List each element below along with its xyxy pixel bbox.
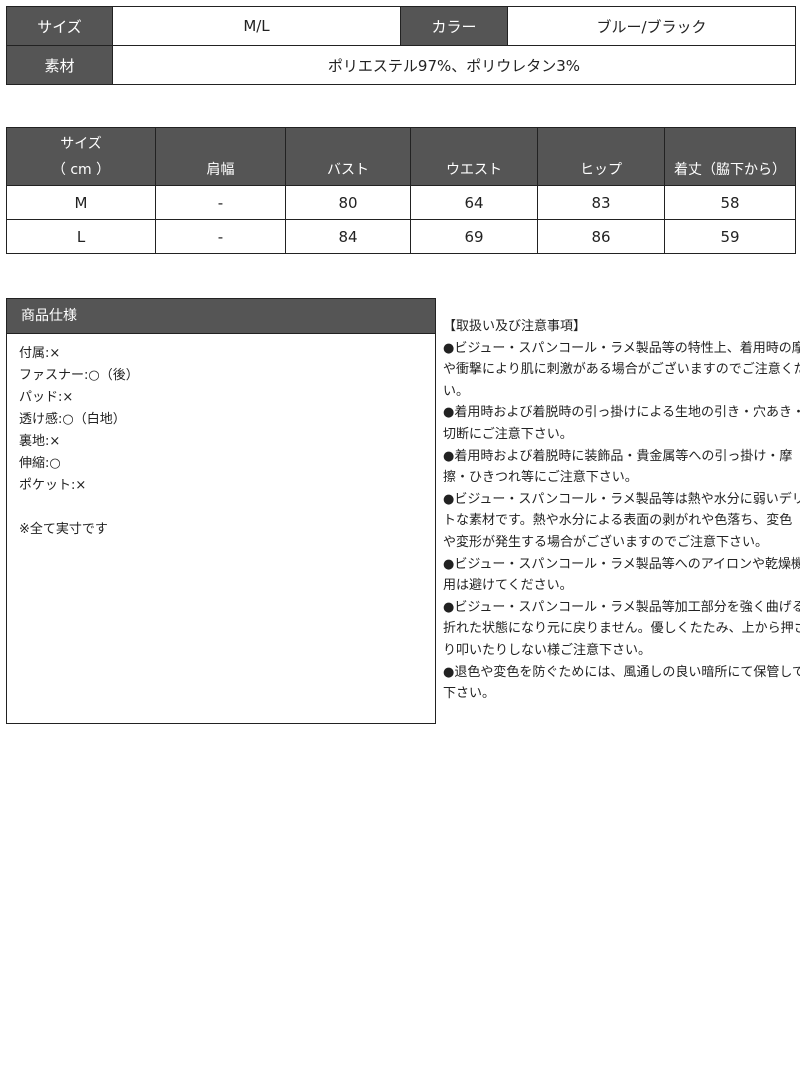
size-table: サイズ （ cm ） 肩幅 バスト ウエスト ヒップ 着丈（脇下から） M - 8… <box>6 127 796 254</box>
note-line: ●着用時および着脱時の引っ掛けによる生地の引き・穴あき・ <box>443 405 800 421</box>
note-line: や衝撃により肌に刺激がある場合がございますのでご注意くださ <box>443 362 800 378</box>
note-line: 擦・ひきつれ等にご注意下さい。 <box>443 470 638 486</box>
header-shoulder: 肩幅 <box>155 127 286 186</box>
note-line: 下さい。 <box>443 686 496 702</box>
specs-list: 付属:× ファスナー:○（後） パッド:× 透け感:○（白地） 裏地:× 伸縮:○ ポケット… <box>7 334 435 550</box>
header-size-line2: （ cm ） <box>51 162 111 178</box>
header-size-line1: サイズ <box>60 136 102 152</box>
note-line: り叩いたりしない様ご注意下さい。 <box>443 642 652 658</box>
size-value: M/L <box>112 6 401 46</box>
product-specs-box: 商品仕様 付属:× ファスナー:○（後） パッド:× 透け感:○（白地） 裏地:× 伸縮:… <box>6 298 436 724</box>
table-cell: - <box>155 219 286 254</box>
table-row: L - 84 69 86 59 <box>6 219 796 254</box>
table-cell: 84 <box>285 219 411 254</box>
note-line: ●ビジュー・スパンコール・ラメ製品等は熱や水分に弱いデリケー <box>443 491 800 507</box>
notes-title: 【取扱い及び注意事項】 <box>443 319 587 334</box>
table-cell: 69 <box>410 219 538 254</box>
header-bust: バスト <box>285 127 411 186</box>
spec-line: 伸縮:○ <box>19 456 61 471</box>
table-cell: 64 <box>410 185 538 220</box>
material-label: 素材 <box>6 45 113 85</box>
spec-line: 裏地:× <box>19 434 61 449</box>
spec-line: ファスナー:○（後） <box>19 368 139 383</box>
header-waist: ウエスト <box>410 127 538 186</box>
note-line: や変形が発生する場合がございますのでご注意下さい。 <box>443 534 769 550</box>
table-cell: 59 <box>664 219 796 254</box>
material-value: ポリエステル97%、ポリウレタン3% <box>112 45 796 85</box>
note-line: 用は避けてください。 <box>443 578 573 594</box>
note-line: ●退色や変色を防ぐためには、風通しの良い暗所にて保管して <box>443 664 800 680</box>
note-line: ●ビジュー・スパンコール・ラメ製品等加工部分を強く曲げると <box>443 599 800 615</box>
table-cell: - <box>155 185 286 220</box>
note-line: ●着用時および着脱時に装飾品・貴金属等への引っ掛け・摩 <box>443 448 793 464</box>
note-line: ●ビジュー・スパンコール・ラメ製品等の特性上、着用時の摩擦 <box>443 340 800 356</box>
color-label: カラー <box>400 6 508 46</box>
header-hip: ヒップ <box>537 127 665 186</box>
spec-line: 付属:× <box>19 346 61 361</box>
spec-line: パッド:× <box>19 390 74 405</box>
size-label: サイズ <box>6 6 113 46</box>
color-value: ブルー/ブラック <box>507 6 796 46</box>
table-cell: M <box>6 185 156 220</box>
product-info-table: サイズ M/L カラー ブルー/ブラック 素材 ポリエステル97%、ポリウレタン… <box>6 6 796 85</box>
table-cell: 86 <box>537 219 665 254</box>
spec-line: ※全て実寸です <box>19 522 108 537</box>
note-line: 切断にご注意下さい。 <box>443 426 573 442</box>
header-size: サイズ （ cm ） <box>6 127 156 186</box>
table-cell: 80 <box>285 185 411 220</box>
table-cell: 58 <box>664 185 796 220</box>
spec-line <box>19 497 423 519</box>
note-line: ●ビジュー・スパンコール・ラメ製品等へのアイロンや乾燥機の使 <box>443 556 800 572</box>
note-line: い。 <box>443 383 470 399</box>
note-line: トな素材です。熱や水分による表面の剥がれや色落ち、変色 <box>443 513 793 529</box>
spec-line: ポケット:× <box>19 478 87 493</box>
table-cell: 83 <box>537 185 665 220</box>
spec-line: 透け感:○（白地） <box>19 412 126 427</box>
specs-title: 商品仕様 <box>7 299 435 334</box>
table-cell: L <box>6 219 156 254</box>
table-row: M - 80 64 83 58 <box>6 185 796 220</box>
care-notes: 【取扱い及び注意事項】 ●ビジュー・スパンコール・ラメ製品等の特性上、着用時の摩擦… <box>443 316 800 705</box>
note-line: 折れた状態になり元に戻りません。優しくたたみ、上から押さえた <box>443 621 800 637</box>
header-length: 着丈（脇下から） <box>664 127 796 186</box>
